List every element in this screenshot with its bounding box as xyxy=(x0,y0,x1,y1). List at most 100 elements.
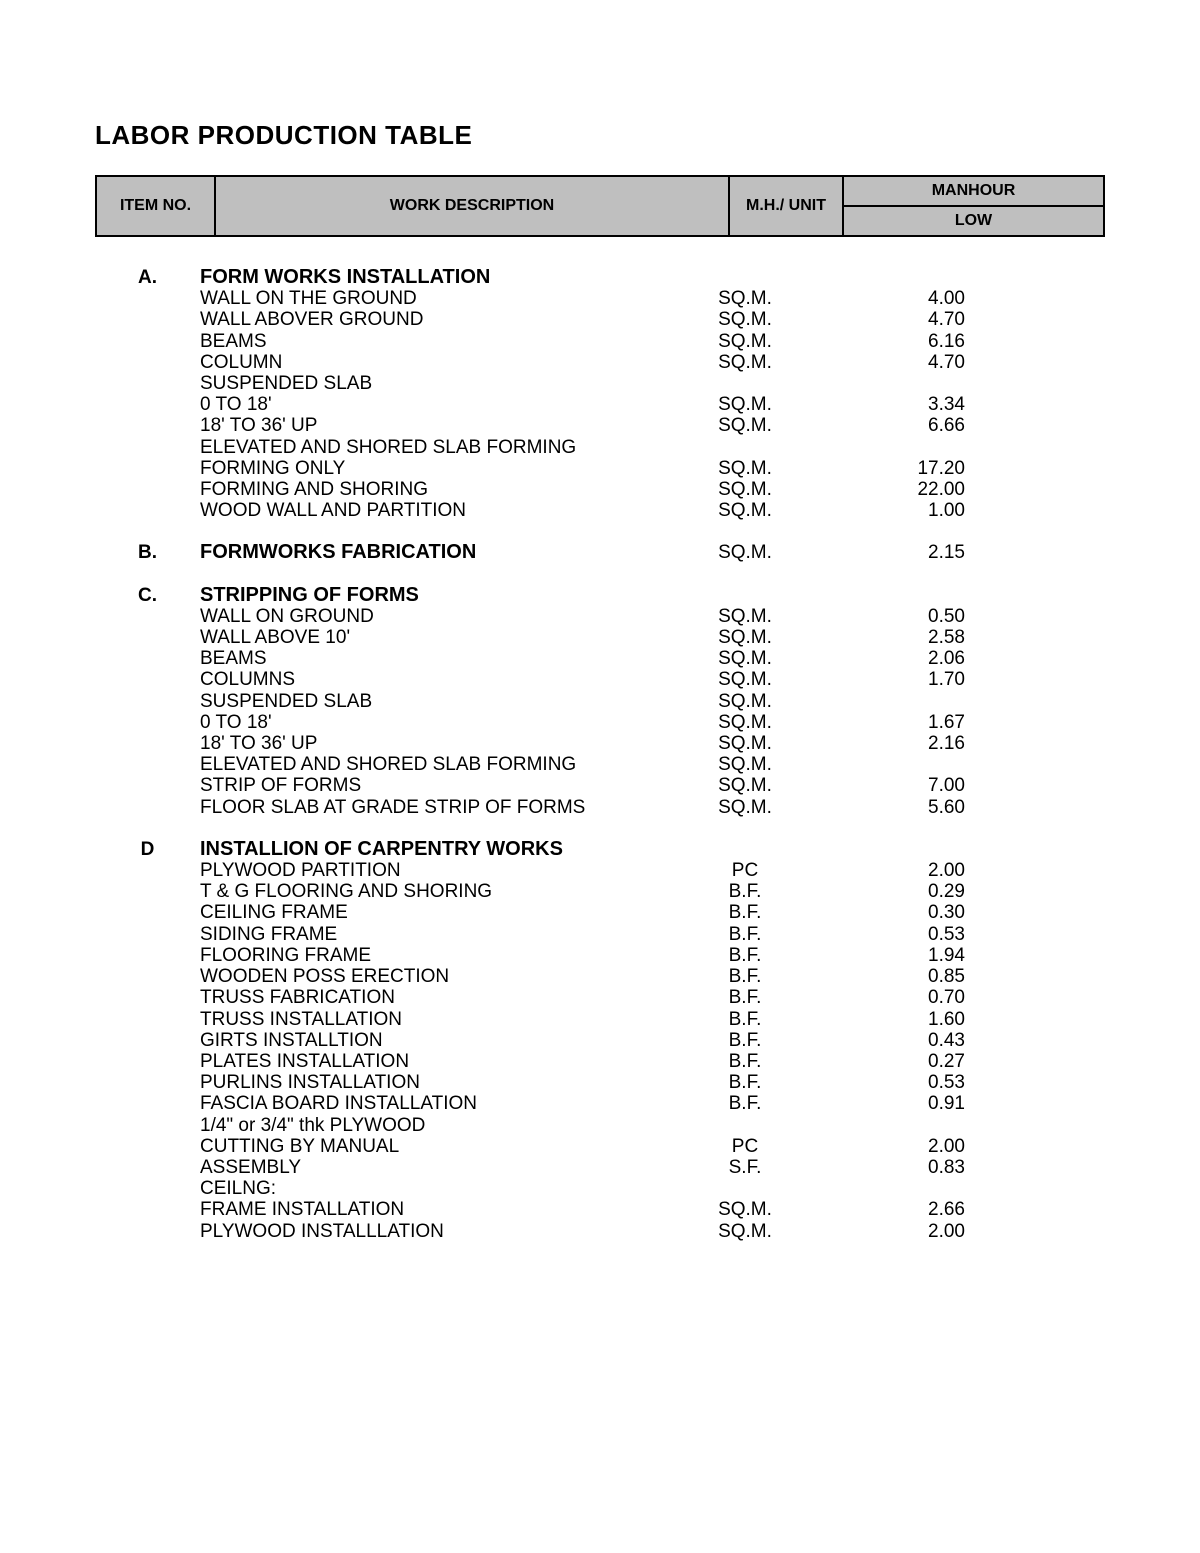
cell-description: INSTALLION OF CARPENTRY WORKS xyxy=(200,839,680,860)
table-row: BEAMSSQ.M.6.16 xyxy=(95,331,1105,352)
table-row: ELEVATED AND SHORED SLAB FORMINGSQ.M. xyxy=(95,754,1105,775)
cell-description: CEILING FRAME xyxy=(200,902,680,923)
cell-low: 4.70 xyxy=(810,309,995,330)
cell-unit: B.F. xyxy=(680,881,810,902)
table-row: TRUSS FABRICATIONB.F.0.70 xyxy=(95,987,1105,1008)
cell-description: FLOORING FRAME xyxy=(200,945,680,966)
cell-item-no: A. xyxy=(95,267,200,288)
cell-low: 0.53 xyxy=(810,1072,995,1093)
cell-unit: SQ.M. xyxy=(680,352,810,373)
table-row: CEILING FRAMEB.F.0.30 xyxy=(95,902,1105,923)
cell-description: WOOD WALL AND PARTITION xyxy=(200,500,680,521)
cell-low: 5.60 xyxy=(810,797,995,818)
table-row: 0 TO 18'SQ.M.3.34 xyxy=(95,394,1105,415)
cell-low: 2.58 xyxy=(810,627,995,648)
cell-low: 6.16 xyxy=(810,331,995,352)
cell-low: 2.00 xyxy=(810,1221,995,1242)
col-item-no: ITEM NO. xyxy=(96,176,215,236)
cell-low: 0.29 xyxy=(810,881,995,902)
table-row: SIDING FRAMEB.F.0.53 xyxy=(95,924,1105,945)
cell-description: BEAMS xyxy=(200,331,680,352)
cell-description: FASCIA BOARD INSTALLATION xyxy=(200,1093,680,1114)
cell-description: TRUSS INSTALLATION xyxy=(200,1009,680,1030)
cell-low: 2.15 xyxy=(810,542,995,563)
cell-low: 4.00 xyxy=(810,288,995,309)
table-row: WALL ON GROUNDSQ.M.0.50 xyxy=(95,606,1105,627)
table-row: FASCIA BOARD INSTALLATIONB.F.0.91 xyxy=(95,1093,1105,1114)
cell-description: SUSPENDED SLAB xyxy=(200,691,680,712)
table-row: FORMING ONLYSQ.M.17.20 xyxy=(95,458,1105,479)
cell-description: FORMWORKS FABRICATION xyxy=(200,542,680,563)
cell-unit: SQ.M. xyxy=(680,331,810,352)
cell-description: SUSPENDED SLAB xyxy=(200,373,680,394)
cell-description: ASSEMBLY xyxy=(200,1157,680,1178)
cell-description: CEILNG: xyxy=(200,1178,680,1199)
cell-unit: SQ.M. xyxy=(680,394,810,415)
table-row: TRUSS INSTALLATIONB.F.1.60 xyxy=(95,1009,1105,1030)
cell-unit: SQ.M. xyxy=(680,500,810,521)
cell-description: PLATES INSTALLATION xyxy=(200,1051,680,1072)
cell-description: COLUMN xyxy=(200,352,680,373)
cell-description: 18' TO 36' UP xyxy=(200,733,680,754)
cell-unit: B.F. xyxy=(680,1009,810,1030)
cell-description: STRIPPING OF FORMS xyxy=(200,585,680,606)
cell-unit: SQ.M. xyxy=(680,1199,810,1220)
cell-description: ELEVATED AND SHORED SLAB FORMING xyxy=(200,754,680,775)
cell-unit: SQ.M. xyxy=(680,648,810,669)
col-mh-unit: M.H./ UNIT xyxy=(729,176,843,236)
col-manhour: MANHOUR xyxy=(843,176,1104,206)
cell-description: 18' TO 36' UP xyxy=(200,415,680,436)
table-row: CEILNG: xyxy=(95,1178,1105,1199)
cell-description: SIDING FRAME xyxy=(200,924,680,945)
cell-low: 2.00 xyxy=(810,1136,995,1157)
table-row: DINSTALLION OF CARPENTRY WORKS xyxy=(95,839,1105,860)
cell-item-no: B. xyxy=(95,542,200,563)
table-row: 1/4" or 3/4" thk PLYWOOD xyxy=(95,1115,1105,1136)
table-row: BEAMSSQ.M.2.06 xyxy=(95,648,1105,669)
cell-unit: SQ.M. xyxy=(680,542,810,563)
cell-low: 3.34 xyxy=(810,394,995,415)
table-row: WALL ON THE GROUNDSQ.M.4.00 xyxy=(95,288,1105,309)
cell-unit: SQ.M. xyxy=(680,669,810,690)
cell-low: 0.85 xyxy=(810,966,995,987)
cell-low: 2.66 xyxy=(810,1199,995,1220)
col-low: LOW xyxy=(843,206,1104,236)
cell-description: GIRTS INSTALLTION xyxy=(200,1030,680,1051)
cell-description: BEAMS xyxy=(200,648,680,669)
table-row: ASSEMBLYS.F.0.83 xyxy=(95,1157,1105,1178)
table-row: A.FORM WORKS INSTALLATION xyxy=(95,267,1105,288)
table-row: ELEVATED AND SHORED SLAB FORMING xyxy=(95,437,1105,458)
cell-low: 0.43 xyxy=(810,1030,995,1051)
cell-description: FORMING AND SHORING xyxy=(200,479,680,500)
cell-low: 0.50 xyxy=(810,606,995,627)
cell-description: WALL ABOVE 10' xyxy=(200,627,680,648)
cell-description: CUTTING BY MANUAL xyxy=(200,1136,680,1157)
table-body: A.FORM WORKS INSTALLATIONWALL ON THE GRO… xyxy=(95,237,1105,1242)
cell-low: 0.53 xyxy=(810,924,995,945)
table-row: SUSPENDED SLAB xyxy=(95,373,1105,394)
cell-unit: B.F. xyxy=(680,1030,810,1051)
cell-unit: SQ.M. xyxy=(680,712,810,733)
cell-low: 0.83 xyxy=(810,1157,995,1178)
cell-item-no: D xyxy=(95,839,200,860)
cell-description: FRAME INSTALLATION xyxy=(200,1199,680,1220)
table-row: PLYWOOD INSTALLLATIONSQ.M.2.00 xyxy=(95,1221,1105,1242)
table-row: FRAME INSTALLATIONSQ.M.2.66 xyxy=(95,1199,1105,1220)
cell-low: 1.00 xyxy=(810,500,995,521)
cell-unit: SQ.M. xyxy=(680,775,810,796)
cell-low: 0.91 xyxy=(810,1093,995,1114)
table-row: FORMING AND SHORINGSQ.M.22.00 xyxy=(95,479,1105,500)
table-row: PURLINS INSTALLATIONB.F.0.53 xyxy=(95,1072,1105,1093)
cell-unit: SQ.M. xyxy=(680,458,810,479)
cell-unit: B.F. xyxy=(680,966,810,987)
table-row: T & G FLOORING AND SHORINGB.F.0.29 xyxy=(95,881,1105,902)
cell-description: FLOOR SLAB AT GRADE STRIP OF FORMS xyxy=(200,797,680,818)
cell-unit: SQ.M. xyxy=(680,733,810,754)
cell-description: TRUSS FABRICATION xyxy=(200,987,680,1008)
cell-unit: PC xyxy=(680,1136,810,1157)
table-row: PLYWOOD PARTITIONPC2.00 xyxy=(95,860,1105,881)
table-row: WOODEN POSS ERECTIONB.F.0.85 xyxy=(95,966,1105,987)
cell-unit: SQ.M. xyxy=(680,1221,810,1242)
table-row: CUTTING BY MANUALPC2.00 xyxy=(95,1136,1105,1157)
cell-low: 1.70 xyxy=(810,669,995,690)
